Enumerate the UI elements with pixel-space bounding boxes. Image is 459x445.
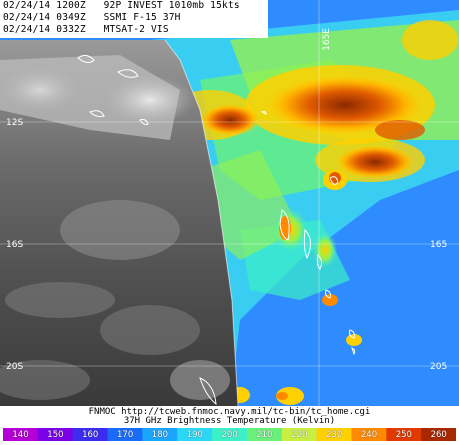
colorbar-swatch <box>421 428 456 441</box>
lat-label-16s: 16S <box>6 240 24 250</box>
colorbar-tick-label: 170 <box>117 430 134 440</box>
colorbar-tick-label: 180 <box>151 430 169 440</box>
colorbar-tick-label: 150 <box>47 430 64 440</box>
lon-label-165e: 165E <box>322 28 332 51</box>
colorbar-swatch <box>142 428 178 441</box>
header-box <box>0 0 268 38</box>
colorbar-tick-label: 240 <box>360 430 378 440</box>
header-line-storm: 02/24/14 1200Z 92P INVEST 1010mb 15kts <box>3 0 240 11</box>
footer-caption: 37H GHz Brightness Temperature (Kelvin) <box>123 416 336 426</box>
colorbar-tick-label: 250 <box>395 430 412 440</box>
colorbar-swatch <box>177 428 213 441</box>
lat-label-20s: 20S <box>6 362 24 372</box>
colorbar-swatch <box>107 428 143 441</box>
colorbar-swatch <box>246 428 283 441</box>
colorbar-swatch <box>37 428 74 441</box>
coastlines <box>77 54 356 406</box>
colorbar-tick-label: 200 <box>221 430 238 440</box>
colorbar-swatch <box>281 428 318 441</box>
colorbar-tick-label: 190 <box>186 430 203 440</box>
colorbar <box>3 428 456 441</box>
colorbar-tick-label: 220 <box>291 430 308 440</box>
colorbar-tick-label: 210 <box>256 430 273 440</box>
colorbar-swatch <box>351 428 387 441</box>
header-line-sensor: 02/24/14 0349Z SSMI F-15 37H <box>3 12 181 23</box>
colorbar-swatch <box>386 428 422 441</box>
colorbar-swatch <box>3 428 39 441</box>
colorbar-tick-label: 160 <box>82 430 99 440</box>
header-line-visible: 02/24/14 0332Z MTSAT-2 VIS <box>3 24 169 35</box>
colorbar-swatch <box>72 428 109 441</box>
colorbar-swatch <box>212 428 248 441</box>
colorbar-tick-label: 230 <box>326 430 343 440</box>
colorbar-tick-label: 140 <box>12 430 29 440</box>
lat-label-right-mid: 165 <box>430 240 448 250</box>
colorbar-swatch <box>316 428 352 441</box>
footer-credit: FNMOC http://tcweb.fnmoc.navy.mil/tc-bin… <box>88 407 371 417</box>
colorbar-tick-label: 260 <box>430 430 447 440</box>
lat-label-12s: 12S <box>6 118 24 128</box>
lat-label-right-bottom: 205 <box>430 362 448 372</box>
